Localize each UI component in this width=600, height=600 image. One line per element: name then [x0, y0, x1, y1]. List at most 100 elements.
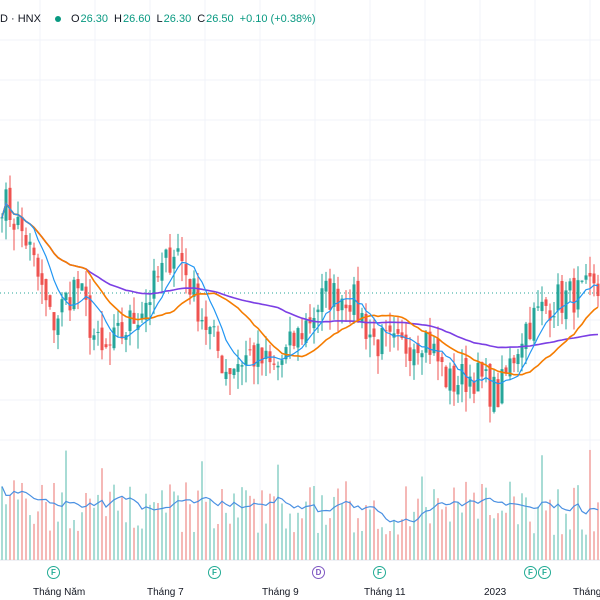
candle-body: [180, 252, 184, 262]
candle-body: [496, 379, 500, 408]
volume-bar: [57, 521, 59, 560]
candle-body: [528, 322, 532, 340]
candle-body: [296, 328, 300, 348]
volume-bar: [461, 512, 463, 560]
volume-bar: [557, 489, 559, 560]
candle-body: [520, 343, 524, 358]
volume-bar: [269, 493, 271, 560]
symbol-name[interactable]: D · HNX: [0, 13, 41, 25]
volume-bar: [477, 518, 479, 560]
candle-body: [576, 280, 580, 310]
volume-bar: [381, 527, 383, 560]
volume-bar: [409, 526, 411, 560]
volume-bar: [549, 499, 551, 560]
volume-bar: [117, 510, 119, 560]
volume-bar: [245, 490, 247, 560]
candle-body: [28, 241, 32, 245]
candle-body: [212, 326, 216, 328]
volume-bar: [209, 499, 211, 560]
candle-body: [480, 362, 484, 377]
candle-body: [216, 331, 220, 351]
volume-bar: [165, 512, 167, 560]
x-axis-label: Tháng Năm: [33, 587, 86, 598]
candle-body: [248, 349, 252, 351]
volume-bar: [317, 532, 319, 560]
candle-body: [40, 273, 44, 285]
candle-body: [320, 288, 324, 313]
volume-bar: [329, 518, 331, 560]
candle-body: [472, 380, 476, 394]
ma-fast-line: [1, 202, 599, 385]
candle-body: [588, 272, 592, 277]
candle-body: [356, 280, 360, 322]
candle-body: [516, 354, 520, 365]
volume-bar: [229, 523, 231, 560]
volume-bar: [301, 518, 303, 560]
volume-bar: [65, 450, 67, 560]
volume-bar: [509, 481, 511, 560]
candle-body: [272, 363, 276, 365]
candle-body: [468, 376, 472, 387]
candle-body: [580, 280, 584, 282]
volume-bar: [81, 512, 83, 560]
candle-body: [8, 187, 12, 220]
volume-bar: [101, 468, 103, 560]
volume-bar: [137, 525, 139, 560]
volume-bar: [237, 517, 239, 560]
event-marker-f[interactable]: F: [373, 566, 386, 579]
candle-body: [96, 331, 100, 333]
candle-body: [336, 288, 340, 312]
candle-body: [500, 369, 504, 404]
candle-body: [164, 249, 168, 258]
x-axis-label: Tháng 7: [147, 587, 184, 598]
volume-bar: [33, 523, 35, 560]
event-marker-d[interactable]: D: [312, 566, 325, 579]
volume-bar: [465, 481, 467, 560]
event-marker-f[interactable]: F: [208, 566, 221, 579]
volume-bar: [389, 531, 391, 560]
candle-body: [256, 343, 260, 367]
candle-body: [220, 355, 224, 374]
event-marker-f[interactable]: F: [47, 566, 60, 579]
volume-bar: [449, 521, 451, 560]
volume-bar: [429, 523, 431, 560]
candle-body: [32, 247, 36, 256]
volume-bar: [357, 518, 359, 560]
candle-body: [160, 262, 164, 281]
volume-bar: [77, 530, 79, 560]
volume-bar: [309, 487, 311, 560]
ma-mid-line: [1, 201, 599, 376]
volume-bar: [69, 528, 71, 560]
volume-bar: [341, 503, 343, 560]
volume-bar: [345, 481, 347, 560]
candle-body: [0, 217, 4, 219]
volume-bar: [501, 510, 503, 560]
volume-bar: [417, 498, 419, 560]
volume-bar: [437, 498, 439, 560]
volume-bar: [85, 492, 87, 560]
volume-bar: [109, 491, 111, 560]
volume-bar: [529, 521, 531, 560]
event-marker-f[interactable]: F: [524, 566, 537, 579]
volume-bar: [261, 490, 263, 560]
volume-bar: [49, 530, 51, 560]
volume-bar: [53, 482, 55, 560]
volume-bar: [361, 530, 363, 560]
candle-body: [568, 281, 572, 291]
candle-body: [352, 284, 356, 315]
candle-body: [64, 292, 68, 301]
volume-bar: [273, 496, 275, 560]
volume-bar: [177, 495, 179, 560]
volume-bar: [253, 498, 255, 560]
volume-bar: [577, 485, 579, 560]
volume-bar: [433, 489, 435, 560]
volume-bar: [481, 483, 483, 560]
x-axis-label: Tháng 11: [364, 587, 406, 598]
event-marker-f[interactable]: F: [538, 566, 551, 579]
volume-bar: [17, 499, 19, 560]
candle-body: [392, 333, 396, 338]
candle-body: [128, 310, 132, 332]
candle-body: [592, 273, 596, 284]
candle-body: [364, 313, 368, 339]
